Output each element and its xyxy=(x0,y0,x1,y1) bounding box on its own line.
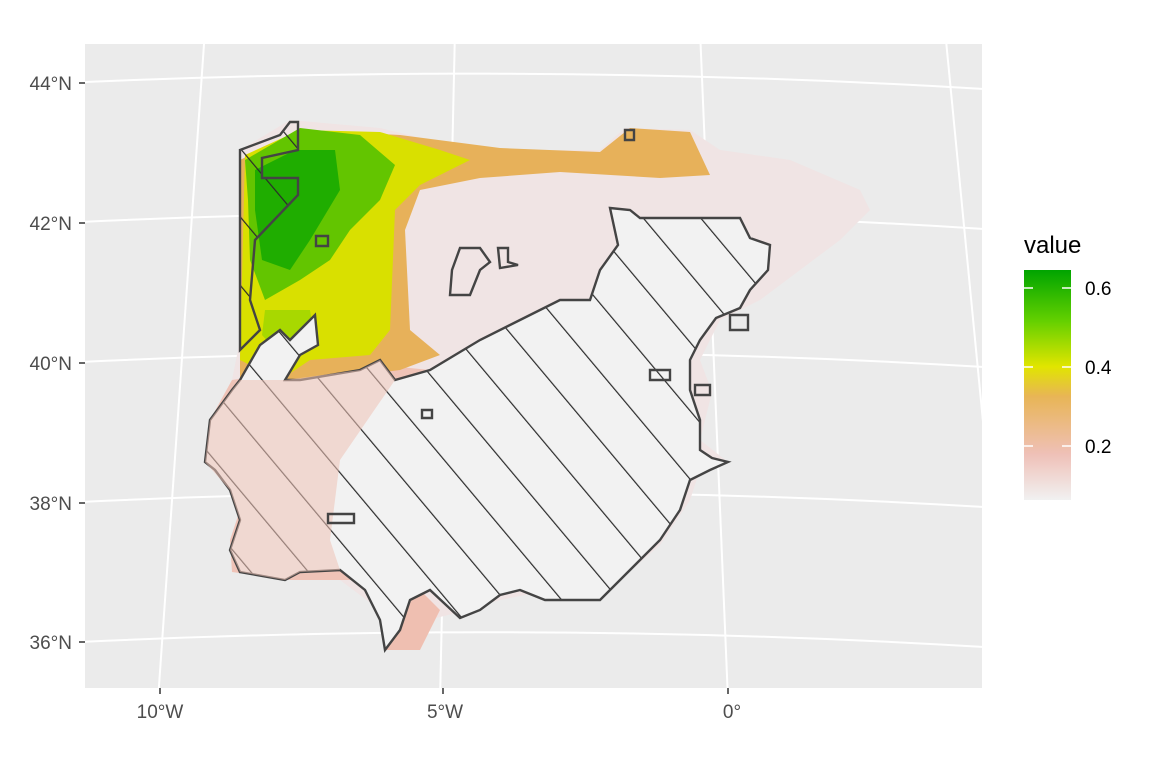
legend-label-0-4: 0.4 xyxy=(1085,358,1112,379)
lat-label-44: 44°N xyxy=(30,74,72,95)
lon-label-10w: 10°W xyxy=(137,702,184,723)
lon-label-5w: 5°W xyxy=(427,702,463,723)
legend-title: value xyxy=(1024,232,1081,259)
latitude-labels: 44°N 42°N 40°N 38°N 36°N xyxy=(30,74,72,654)
axis-ticks xyxy=(79,82,729,694)
legend-label-0-2: 0.2 xyxy=(1085,437,1111,458)
lat-label-40: 40°N xyxy=(30,354,72,375)
legend-label-0-6: 0.6 xyxy=(1085,279,1111,300)
northwest-hatched-area xyxy=(238,120,300,353)
hatched-region xyxy=(203,206,772,653)
legend: value 0.6 0.4 0.2 xyxy=(1024,232,1112,500)
lat-label-36: 36°N xyxy=(30,633,72,654)
lat-label-38: 38°N xyxy=(30,494,72,515)
longitude-labels: 10°W 5°W 0° xyxy=(137,702,741,723)
legend-colorbar xyxy=(1024,270,1071,500)
lon-label-0: 0° xyxy=(723,702,741,723)
small-outlines xyxy=(314,128,750,525)
lat-label-42: 42°N xyxy=(30,214,72,235)
hatched-west-tint xyxy=(205,360,395,580)
